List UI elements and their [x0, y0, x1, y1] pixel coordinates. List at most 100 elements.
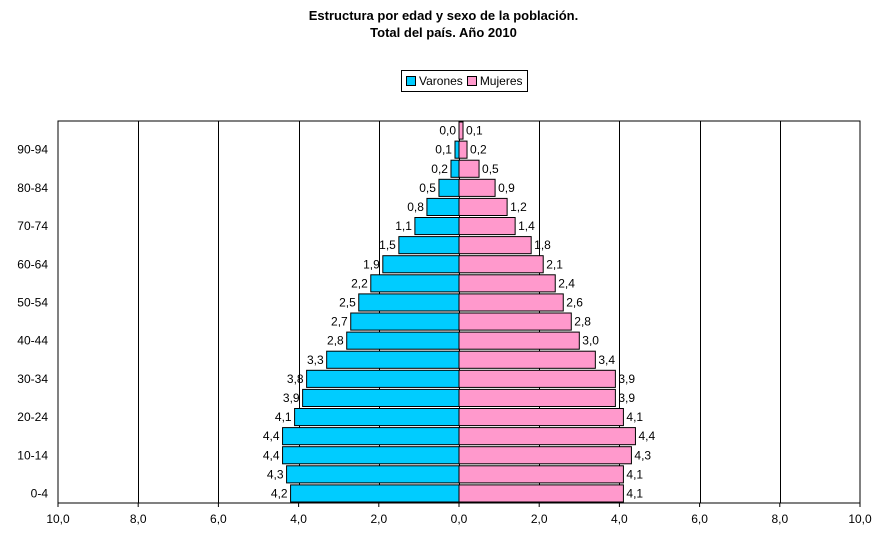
data-label-varones: 0,8	[407, 200, 424, 214]
legend-item-mujeres: Mujeres	[466, 74, 523, 88]
data-label-mujeres: 0,2	[470, 143, 487, 157]
bar-mujeres	[458, 293, 564, 312]
bar-mujeres	[458, 197, 508, 216]
data-label-mujeres: 4,1	[626, 467, 643, 481]
data-label-mujeres: 3,9	[618, 372, 635, 386]
y-category-label: 10-14	[17, 448, 48, 462]
x-tick-label: 6,0	[691, 512, 708, 526]
x-tick-label: 4,0	[611, 512, 628, 526]
bar-mujeres	[458, 159, 480, 178]
data-label-varones: 0,5	[419, 181, 436, 195]
data-label-varones: 1,5	[379, 238, 396, 252]
bar-varones	[326, 350, 460, 369]
y-category-label: 20-24	[17, 410, 48, 424]
data-label-mujeres: 2,4	[558, 276, 575, 290]
data-label-mujeres: 3,4	[598, 353, 615, 367]
bar-mujeres	[458, 350, 596, 369]
data-label-mujeres: 0,9	[498, 181, 515, 195]
bar-mujeres	[458, 484, 624, 503]
x-tick-label: 4,0	[290, 512, 307, 526]
chart-title: Estructura por edad y sexo de la poblaci…	[308, 8, 579, 23]
bar-mujeres	[458, 427, 636, 446]
bar-varones	[426, 197, 460, 216]
bar-varones	[398, 236, 460, 255]
y-category-label: 0-4	[31, 486, 49, 500]
data-label-varones: 2,8	[327, 334, 344, 348]
data-label-varones: 0,2	[431, 162, 448, 176]
bar-varones	[414, 217, 460, 236]
bar-varones	[290, 484, 460, 503]
x-tick-label: 0,0	[451, 512, 468, 526]
y-category-label: 80-84	[17, 181, 48, 195]
data-label-varones: 0,0	[439, 124, 456, 138]
data-label-varones: 4,1	[275, 410, 292, 424]
y-category-label: 30-34	[17, 372, 48, 386]
bar-mujeres	[458, 255, 544, 274]
bar-mujeres	[458, 217, 516, 236]
bar-mujeres	[458, 369, 616, 388]
data-label-mujeres: 3,0	[582, 334, 599, 348]
data-label-varones: 3,3	[307, 353, 324, 367]
data-label-mujeres: 2,1	[546, 257, 563, 271]
data-label-mujeres: 1,4	[518, 219, 535, 233]
x-tick-label: 2,0	[531, 512, 548, 526]
bar-mujeres	[458, 236, 532, 255]
data-label-mujeres: 1,2	[510, 200, 527, 214]
data-label-varones: 4,4	[263, 448, 280, 462]
bar-varones	[282, 446, 460, 465]
data-label-varones: 4,3	[267, 467, 284, 481]
data-label-varones: 3,8	[287, 372, 304, 386]
bar-mujeres	[458, 331, 580, 350]
bar-mujeres	[458, 274, 556, 293]
bar-varones	[346, 331, 460, 350]
legend-item-varones: Varones	[406, 74, 463, 88]
legend-label-varones: Varones	[419, 74, 463, 88]
legend: Varones Mujeres	[401, 70, 528, 92]
data-label-mujeres: 1,8	[534, 238, 551, 252]
x-tick-label: 10,0	[46, 512, 70, 526]
bar-varones	[306, 369, 460, 388]
x-tick-label: 8,0	[130, 512, 147, 526]
data-label-mujeres: 4,1	[626, 486, 643, 500]
y-category-label: 50-54	[17, 295, 48, 309]
data-label-mujeres: 4,4	[638, 429, 655, 443]
x-tick-label: 8,0	[771, 512, 788, 526]
y-category-label: 90-94	[17, 143, 48, 157]
bar-varones	[438, 178, 460, 197]
bar-mujeres	[458, 121, 464, 140]
legend-swatch-mujeres	[466, 76, 477, 86]
bar-varones	[370, 274, 460, 293]
data-label-mujeres: 4,1	[626, 410, 643, 424]
x-tick-label: 6,0	[210, 512, 227, 526]
bar-mujeres	[458, 446, 632, 465]
bar-varones	[350, 312, 460, 331]
bar-varones	[294, 408, 460, 427]
data-label-varones: 0,1	[435, 143, 452, 157]
bar-mujeres	[458, 178, 496, 197]
bar-varones	[382, 255, 460, 274]
bar-mujeres	[458, 465, 624, 484]
data-label-varones: 1,9	[363, 257, 380, 271]
x-tick-label: 10,0	[848, 512, 872, 526]
y-category-label: 70-74	[17, 219, 48, 233]
data-label-mujeres: 3,9	[618, 391, 635, 405]
y-category-label: 60-64	[17, 257, 48, 271]
bar-varones	[302, 388, 460, 407]
bar-varones	[450, 159, 460, 178]
bar-mujeres	[458, 388, 616, 407]
data-label-mujeres: 4,3	[634, 448, 651, 462]
data-label-mujeres: 0,1	[466, 124, 483, 138]
chart-subtitle: Total del país. Año 2010	[370, 25, 517, 40]
data-label-mujeres: 0,5	[482, 162, 499, 176]
data-label-mujeres: 2,8	[574, 315, 591, 329]
data-label-varones: 2,5	[339, 295, 356, 309]
legend-label-mujeres: Mujeres	[479, 74, 523, 88]
bar-varones	[282, 427, 460, 446]
data-label-varones: 3,9	[283, 391, 300, 405]
legend-swatch-varones	[406, 76, 416, 86]
data-label-varones: 4,4	[263, 429, 280, 443]
y-category-label: 40-44	[17, 334, 48, 348]
chart-title-block: Estructura por edad y sexo de la poblaci…	[0, 7, 887, 41]
bar-mujeres	[458, 312, 572, 331]
